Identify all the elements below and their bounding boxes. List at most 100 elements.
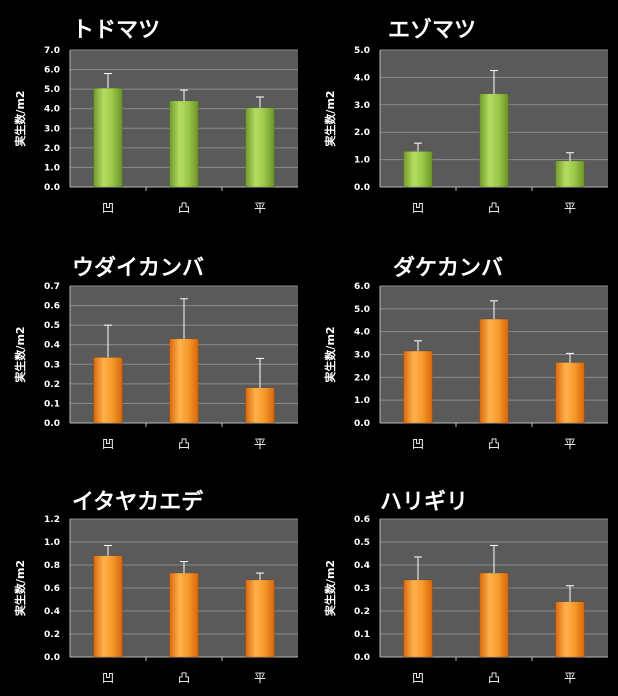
bar-2 <box>479 318 509 424</box>
y-axis-label: 実生数/m2 <box>323 90 337 146</box>
bar-chart-svg: 0.0 1.0 2.0 3.0 4.0 5.0 6.0 7.0 実生数/m2 凹 凸 平 <box>13 46 298 215</box>
y-tick-label: 4.0 <box>354 73 370 83</box>
y-tick-label: 0.2 <box>44 380 60 390</box>
x-category-label: 平 <box>564 201 576 215</box>
y-tick-label: 0.0 <box>44 653 60 663</box>
chart-panel-3: ウダイカンバ 0.0 0.1 0.2 0.3 0.4 0.5 0.6 0.7 実生数/m2 凹 凸 平 <box>0 236 310 462</box>
y-tick-label: 0.5 <box>44 321 60 331</box>
y-tick-label: 0.1 <box>44 399 60 409</box>
bar-3 <box>245 579 275 658</box>
y-tick-label: 0.4 <box>44 607 60 617</box>
chart-panel-6: ハリギリ 0.0 0.1 0.2 0.3 0.4 0.5 0.6 実生数/m2 凹 凸 平 <box>310 470 618 696</box>
x-category-label: 凹 <box>102 201 114 215</box>
y-tick-label: 6.0 <box>44 66 60 76</box>
bar-chart-svg: 0.0 0.1 0.2 0.3 0.4 0.5 0.6 0.7 実生数/m2 凹 凸 平 <box>13 282 298 451</box>
bar-2 <box>169 572 199 658</box>
chart-panel-2: エゾマツ 0.0 1.0 2.0 3.0 4.0 5.0 実生数/m2 凹 凸 平 <box>310 0 618 226</box>
y-axis-label: 実生数/m2 <box>13 326 27 382</box>
x-category-label: 凹 <box>102 671 114 685</box>
y-tick-label: 2.0 <box>354 128 370 138</box>
bar-chart-svg: 0.0 1.0 2.0 3.0 4.0 5.0 実生数/m2 凹 凸 平 <box>323 46 608 215</box>
chart-panel-1: トドマツ 0.0 1.0 2.0 3.0 4.0 5.0 6.0 7.0 実生数/m2 凹 凸 平 <box>0 0 310 226</box>
y-tick-label: 0.6 <box>44 302 60 312</box>
y-axis-label: 実生数/m2 <box>13 90 27 146</box>
bar-chart-svg: 0.0 1.0 2.0 3.0 4.0 5.0 6.0 実生数/m2 凹 凸 平 <box>323 282 608 451</box>
x-category-label: 平 <box>564 437 576 451</box>
y-tick-label: 0.2 <box>354 607 370 617</box>
bar-chart-svg: 0.0 0.2 0.4 0.6 0.8 1.0 1.2 実生数/m2 凹 凸 平 <box>13 515 298 685</box>
y-tick-label: 4.0 <box>44 105 60 115</box>
y-axis-label: 実生数/m2 <box>323 560 337 616</box>
y-tick-label: 0.1 <box>354 630 370 640</box>
bar-3 <box>555 362 585 424</box>
chart-title: ウダイカンバ <box>72 256 205 281</box>
chart-panel-4: ダケカンバ 0.0 1.0 2.0 3.0 4.0 5.0 6.0 実生数/m2 凹 凸 平 <box>310 236 618 462</box>
y-tick-label: 3.0 <box>44 124 60 134</box>
y-tick-label: 0.2 <box>44 630 60 640</box>
x-category-label: 凸 <box>488 437 500 451</box>
y-tick-label: 0.0 <box>354 653 370 663</box>
x-category-label: 凸 <box>178 437 190 451</box>
y-tick-label: 0.6 <box>354 515 370 525</box>
y-axis-label: 実生数/m2 <box>13 560 27 616</box>
y-tick-label: 3.0 <box>354 101 370 111</box>
bar-3 <box>245 387 275 424</box>
y-tick-label: 0.7 <box>44 282 60 292</box>
y-tick-label: 5.0 <box>354 46 370 56</box>
chart-title: ハリギリ <box>380 490 469 515</box>
y-tick-label: 1.0 <box>354 396 370 406</box>
bar-chart-svg: 0.0 0.1 0.2 0.3 0.4 0.5 0.6 実生数/m2 凹 凸 平 <box>323 515 608 685</box>
x-category-label: 凹 <box>412 671 424 685</box>
y-tick-label: 0.4 <box>354 561 370 571</box>
chart-title: トドマツ <box>72 18 161 43</box>
x-category-label: 平 <box>254 201 266 215</box>
bar-1 <box>403 579 433 658</box>
x-category-label: 凸 <box>488 671 500 685</box>
chart-title: イタヤカエデ <box>72 490 204 515</box>
bar-2 <box>479 93 509 188</box>
y-tick-label: 5.0 <box>354 305 370 315</box>
x-category-label: 凸 <box>178 671 190 685</box>
y-tick-label: 7.0 <box>44 46 60 56</box>
bar-1 <box>403 151 433 188</box>
y-tick-label: 0.0 <box>44 419 60 429</box>
x-category-label: 凸 <box>178 201 190 215</box>
y-tick-label: 0.3 <box>354 584 370 594</box>
x-category-label: 平 <box>254 671 266 685</box>
y-tick-label: 5.0 <box>44 85 60 95</box>
bar-3 <box>245 107 275 188</box>
bar-3 <box>555 160 585 188</box>
bar-1 <box>93 357 123 424</box>
y-tick-label: 1.0 <box>44 538 60 548</box>
chart-title: エゾマツ <box>388 18 477 43</box>
y-tick-label: 4.0 <box>354 328 370 338</box>
bar-1 <box>93 555 123 658</box>
y-tick-label: 0.8 <box>44 561 60 571</box>
x-category-label: 凸 <box>488 201 500 215</box>
y-tick-label: 0.3 <box>44 360 60 370</box>
y-tick-label: 0.4 <box>44 341 60 351</box>
y-tick-label: 6.0 <box>354 282 370 292</box>
y-tick-label: 2.0 <box>354 373 370 383</box>
x-category-label: 凹 <box>412 437 424 451</box>
y-axis-label: 実生数/m2 <box>323 326 337 382</box>
x-category-label: 平 <box>254 437 266 451</box>
y-tick-label: 0.0 <box>44 183 60 193</box>
y-tick-label: 0.6 <box>44 584 60 594</box>
bar-1 <box>403 350 433 424</box>
y-tick-label: 0.0 <box>354 419 370 429</box>
x-category-label: 凹 <box>102 437 114 451</box>
chart-panel-5: イタヤカエデ 0.0 0.2 0.4 0.6 0.8 1.0 1.2 実生数/m2 凹 凸 平 <box>0 470 310 696</box>
bar-3 <box>555 601 585 658</box>
y-tick-label: 2.0 <box>44 144 60 154</box>
x-category-label: 凹 <box>412 201 424 215</box>
chart-title: ダケカンバ <box>393 256 504 281</box>
bar-2 <box>479 572 509 658</box>
y-tick-label: 0.5 <box>354 538 370 548</box>
bar-1 <box>93 87 123 188</box>
bar-2 <box>169 338 199 424</box>
bar-2 <box>169 100 199 188</box>
y-tick-label: 1.2 <box>44 515 60 525</box>
y-tick-label: 1.0 <box>44 163 60 173</box>
y-tick-label: 1.0 <box>354 156 370 166</box>
